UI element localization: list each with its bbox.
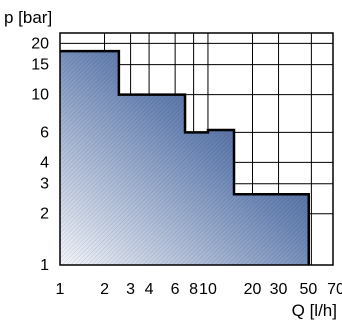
y-tick-label: 4 xyxy=(40,154,49,171)
x-tick-label: 30 xyxy=(270,281,288,298)
x-tick-label: 50 xyxy=(299,281,317,298)
x-tick-label: 2 xyxy=(100,281,109,298)
area-outline xyxy=(60,49,311,265)
x-tick-label: 8 xyxy=(189,281,198,298)
y-axis-title: p [bar] xyxy=(4,8,52,27)
x-tick-label: 6 xyxy=(171,281,180,298)
y-tick-label: 3 xyxy=(40,176,49,193)
x-tick-label: 70 xyxy=(327,281,342,298)
plot-frame xyxy=(59,32,334,266)
x-tick-label: 10 xyxy=(199,281,217,298)
x-tick-label: 4 xyxy=(145,281,154,298)
y-tick-label: 1 xyxy=(40,257,49,274)
area-hatch xyxy=(60,51,309,265)
y-tick-label: 2 xyxy=(40,206,49,223)
y-tick-label: 15 xyxy=(31,57,49,74)
y-tick-label: 6 xyxy=(40,124,49,141)
y-tick-label: 10 xyxy=(31,87,49,104)
x-tick-label: 1 xyxy=(56,281,65,298)
y-tick-label: 20 xyxy=(31,35,49,52)
data-area xyxy=(60,49,311,265)
x-tick-label: 20 xyxy=(244,281,262,298)
x-tick-label: 3 xyxy=(126,281,135,298)
x-axis-title: Q [l/h] xyxy=(292,301,337,320)
